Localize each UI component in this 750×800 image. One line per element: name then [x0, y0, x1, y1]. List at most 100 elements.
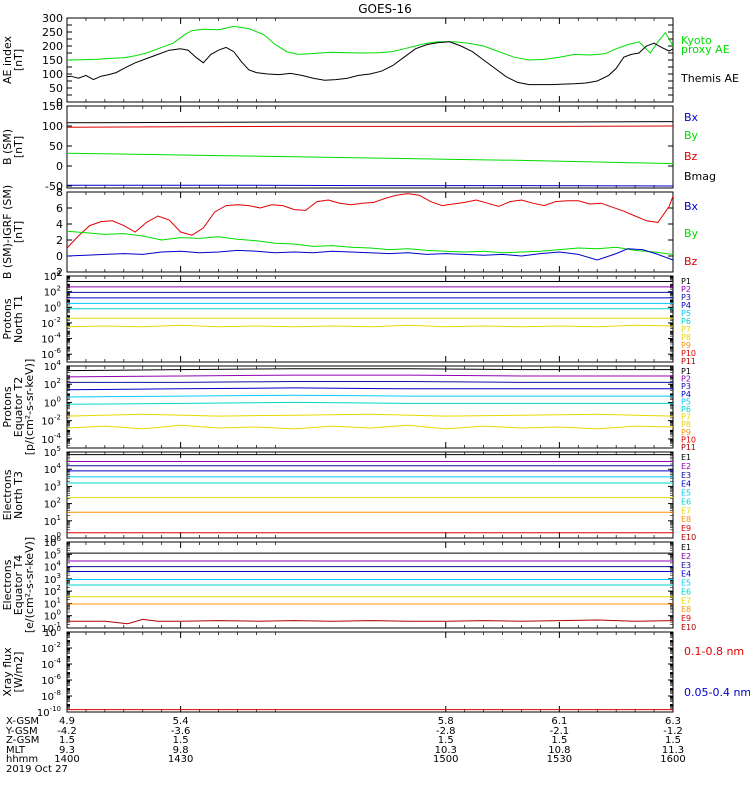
legend-entry: Themis AE — [680, 72, 739, 85]
legend: Bx By Bz — [684, 200, 699, 268]
x-row-value: 10.3 — [435, 745, 457, 756]
y-axis-label: Xray flux — [1, 647, 14, 697]
panel-frame — [66, 365, 674, 449]
x-row-value: 1.5 — [59, 735, 75, 746]
y-axis-label: Electrons — [1, 559, 14, 610]
y-axis-label: Equator T4 — [12, 555, 25, 615]
series-line-3 — [66, 152, 674, 165]
legend-entry: By — [684, 227, 699, 240]
legend-entry: E10 — [681, 623, 696, 632]
legend-entry: By — [684, 129, 699, 142]
legend-entry: E10 — [681, 533, 696, 542]
legend-entry: P3 — [681, 382, 691, 391]
legend-entry: E8 — [681, 515, 691, 524]
legend: 0.1-0.8 nm 0.05-0.4 nm — [684, 645, 750, 699]
series-line-2 — [66, 41, 674, 86]
y-tick-exponent: -4 — [54, 332, 62, 340]
legend-entry: E9 — [681, 614, 691, 623]
x-row-label: X-GSM — [6, 716, 39, 727]
legend-entry: P4 — [681, 390, 691, 399]
y-axis-label: AE index — [1, 35, 14, 84]
legend: Bx By Bz Bmag — [684, 111, 716, 183]
series-line-4 — [67, 184, 674, 187]
series-line-9 — [67, 618, 674, 625]
y-tick-label: 100 — [44, 300, 61, 314]
y-tick-exponent: 5 — [57, 445, 61, 453]
legend-entry: 0.1-0.8 nm — [684, 645, 744, 658]
y-tick-label: -2 — [52, 266, 63, 279]
panel-frame — [66, 275, 674, 363]
y-axis-label: Protons — [1, 298, 14, 339]
y-tick-exponent: -2 — [54, 414, 61, 422]
y-axis-label: [nT] — [12, 221, 25, 243]
legend-entry: E7 — [681, 506, 691, 515]
figure-title: GOES-16 — [358, 2, 412, 16]
y-tick-exponent: -2 — [54, 641, 61, 649]
y-tick-exponent: 0 — [57, 300, 61, 308]
panel-frame — [66, 451, 674, 539]
y-axis-label: [nT] — [12, 136, 25, 158]
series-line-7 — [66, 413, 674, 417]
x-row-value: -2.8 — [436, 726, 456, 737]
x-row-value: 4.9 — [59, 716, 75, 727]
y-axis-label: B (SM)-IGRF (SM) — [1, 185, 14, 279]
y-tick-label: 102 — [44, 285, 61, 299]
legend-entry: P10 — [681, 435, 696, 444]
y-tick-label: 300 — [42, 12, 63, 25]
y-tick-label: 102 — [44, 377, 61, 391]
x-row-value: 1400 — [54, 754, 79, 765]
legend-entry: P8 — [681, 333, 691, 342]
series-line-1 — [66, 368, 673, 372]
y-tick-label: 150 — [42, 100, 63, 113]
legend-entry: Bz — [684, 255, 698, 268]
legend-entry: P9 — [681, 428, 691, 437]
legend-entry: E4 — [681, 480, 691, 489]
y-tick-label: 2 — [56, 234, 63, 247]
y-tick-label: 10-4 — [41, 332, 61, 346]
x-row-value: 5.4 — [173, 716, 189, 727]
panel-frame — [66, 17, 674, 103]
y-tick-label: 100 — [42, 68, 63, 81]
legend-entry: P11 — [681, 357, 696, 366]
panel-3: -2 0 2 4 6 8 B (SM)-IGRF (SM)[nT] Bx By Bz — [1, 185, 699, 279]
series-line-2 — [66, 230, 674, 255]
y-tick-exponent: 4 — [57, 462, 62, 470]
series-line-6 — [66, 401, 673, 405]
series-line-1 — [66, 121, 674, 124]
x-row-value: 1430 — [168, 754, 193, 765]
y-tick-exponent: 0 — [57, 531, 61, 539]
y-tick-exponent: 5 — [57, 547, 61, 555]
y-tick-label: 10-2 — [41, 316, 61, 330]
y-tick-label: 200 — [42, 40, 63, 53]
y-tick-label: 100 — [44, 625, 61, 639]
x-row-value: 6.1 — [551, 716, 567, 727]
y-tick-label: 8 — [56, 186, 63, 199]
y-tick-label: 102 — [44, 497, 61, 511]
x-row-label: MLT — [6, 745, 26, 756]
legend-entry: E8 — [681, 605, 691, 614]
y-tick-label: 10-8 — [41, 689, 61, 703]
y-axis-label: North T3 — [12, 471, 25, 519]
y-tick-exponent: -2 — [54, 316, 61, 324]
series-line-2 — [66, 374, 673, 378]
x-row-value: 9.3 — [59, 745, 75, 756]
x-row-value: -3.6 — [171, 726, 191, 737]
panel-2: -50 0 50 100 150 B (SM)[nT] Bx By Bz Bmag — [1, 100, 716, 193]
y-tick-label: 10-4 — [41, 432, 61, 446]
y-tick-label: 50 — [49, 82, 63, 95]
panel-frame — [66, 631, 674, 713]
y-tick-exponent: 2 — [57, 497, 61, 505]
y-axis-label: Equator T2 — [12, 377, 25, 437]
x-row-label: Z-GSM — [6, 735, 39, 746]
legend-entry: P1 — [681, 367, 691, 376]
y-axis-label: [e/(cm²-s-sr-keV)] — [23, 537, 36, 633]
legend-entry: E6 — [681, 497, 691, 506]
y-tick-label: 10-6 — [41, 673, 61, 687]
series-line-4 — [66, 387, 673, 391]
y-tick-label: 0 — [56, 250, 63, 263]
y-tick-exponent: -4 — [54, 657, 62, 665]
series-line-2 — [66, 125, 674, 128]
y-tick-exponent: -1 — [54, 621, 61, 629]
